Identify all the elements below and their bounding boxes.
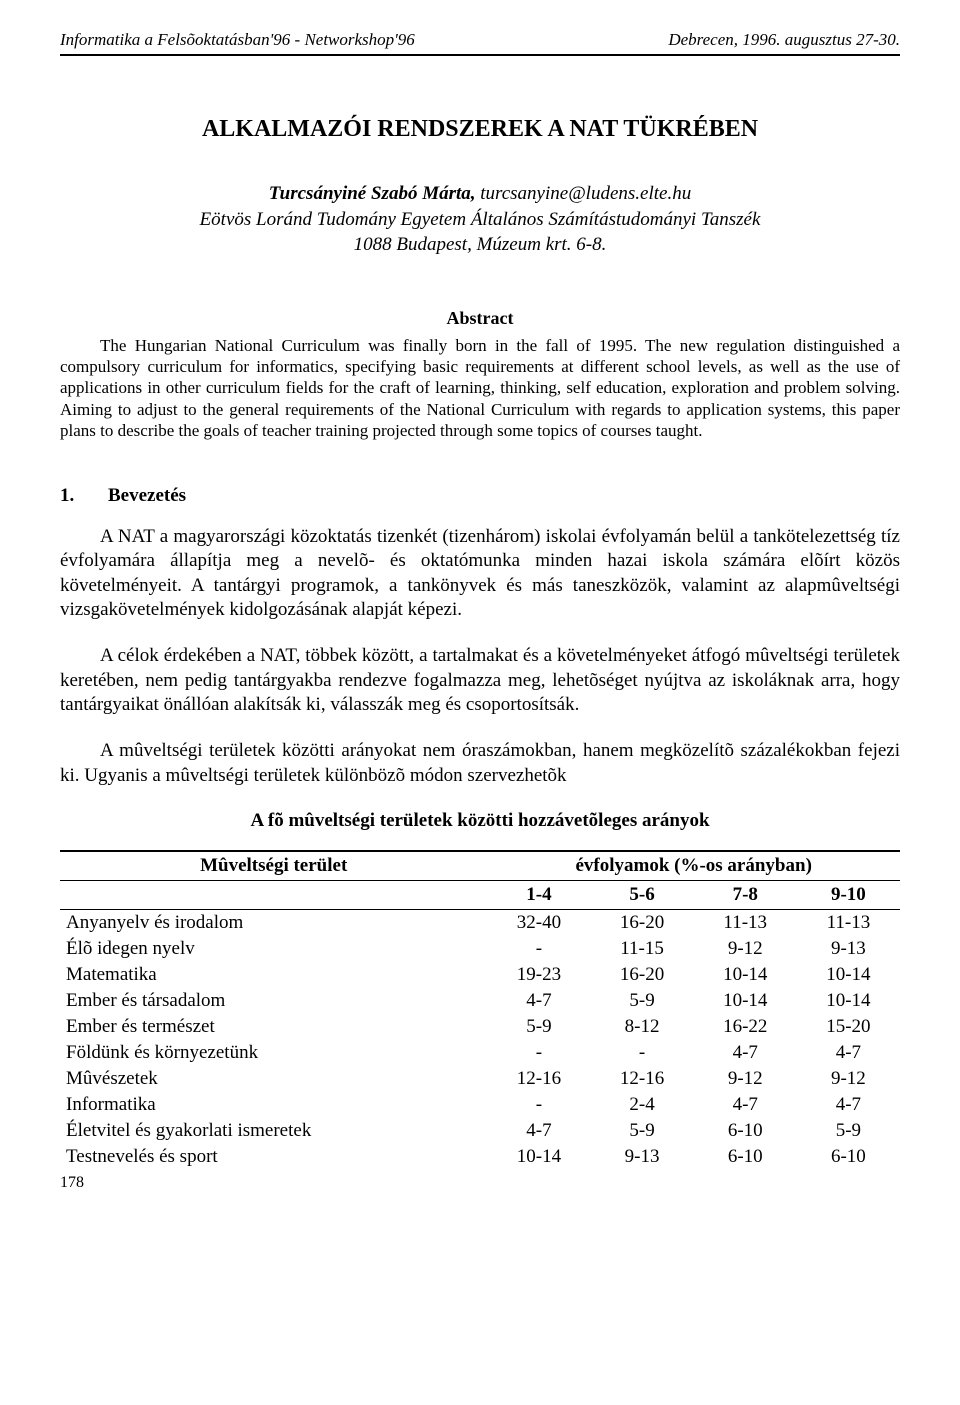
cell: 10-14 [797, 988, 900, 1014]
cell: 9-13 [591, 1144, 694, 1170]
abstract-heading: Abstract [60, 308, 900, 329]
paragraph-1: A NAT a magyarországi közoktatás tizenké… [60, 525, 900, 622]
cell: 4-7 [487, 1118, 590, 1144]
affiliation-line-1: Eötvös Loránd Tudomány Egyetem Általános… [60, 207, 900, 233]
author-name: Turcsányiné Szabó Márta, [269, 183, 476, 204]
author-block: Turcsányiné Szabó Márta, turcsanyine@lud… [60, 181, 900, 258]
cell: 10-14 [487, 1144, 590, 1170]
cell: 11-15 [591, 936, 694, 962]
row-name: Ember és társadalom [60, 988, 487, 1014]
cell: 11-13 [797, 909, 900, 936]
cell: 4-7 [694, 1092, 797, 1118]
cell: 12-16 [591, 1066, 694, 1092]
paragraph-3: A mûveltségi területek közötti arányokat… [60, 739, 900, 788]
document-title: ALKALMAZÓI RENDSZEREK A NAT TÜKRÉBEN [60, 116, 900, 143]
table-row: Ember és társadalom4-75-910-1410-14 [60, 988, 900, 1014]
table-row: Földünk és környezetünk--4-74-7 [60, 1040, 900, 1066]
row-name: Földünk és környezetünk [60, 1040, 487, 1066]
cell: 16-20 [591, 909, 694, 936]
affiliation-line-2: 1088 Budapest, Múzeum krt. 6-8. [60, 232, 900, 258]
cell: - [487, 1040, 590, 1066]
subcol-3: 7-8 [694, 880, 797, 909]
table-row: Matematika19-2316-2010-1410-14 [60, 962, 900, 988]
cell: 9-13 [797, 936, 900, 962]
cell: 8-12 [591, 1014, 694, 1040]
paragraph-2: A célok érdekében a NAT, többek között, … [60, 644, 900, 717]
cell: 10-14 [797, 962, 900, 988]
cell: 9-12 [694, 936, 797, 962]
cell: 2-4 [591, 1092, 694, 1118]
row-name: Élõ idegen nyelv [60, 936, 487, 962]
cell: 9-12 [694, 1066, 797, 1092]
abstract-body: The Hungarian National Curriculum was fi… [60, 335, 900, 441]
header-left: Informatika a Felsõoktatásban'96 - Netwo… [60, 30, 415, 50]
cell: - [591, 1040, 694, 1066]
cell: 6-10 [694, 1144, 797, 1170]
row-name: Testnevelés és sport [60, 1144, 487, 1170]
row-name: Anyanyelv és irodalom [60, 909, 487, 936]
proportions-table: Mûveltségi terület évfolyamok (%-os arán… [60, 850, 900, 1170]
cell: 16-22 [694, 1014, 797, 1040]
author-email: turcsanyine@ludens.elte.hu [480, 183, 691, 204]
cell: 9-12 [797, 1066, 900, 1092]
col-area-blank [60, 880, 487, 909]
table-row: Mûvészetek12-1612-169-129-12 [60, 1066, 900, 1092]
section-heading-1: 1.Bevezetés [60, 485, 900, 507]
cell: 11-13 [694, 909, 797, 936]
cell: - [487, 936, 590, 962]
row-name: Ember és természet [60, 1014, 487, 1040]
cell: 4-7 [797, 1092, 900, 1118]
section-title: Bevezetés [108, 485, 186, 506]
table-body: Anyanyelv és irodalom32-4016-2011-1311-1… [60, 909, 900, 1170]
table-row: Ember és természet5-98-1216-2215-20 [60, 1014, 900, 1040]
subcol-2: 5-6 [591, 880, 694, 909]
cell: 12-16 [487, 1066, 590, 1092]
cell: 5-9 [797, 1118, 900, 1144]
cell: 16-20 [591, 962, 694, 988]
author-line: Turcsányiné Szabó Márta, turcsanyine@lud… [60, 181, 900, 207]
cell: 6-10 [694, 1118, 797, 1144]
cell: 10-14 [694, 962, 797, 988]
page-number: 178 [60, 1174, 900, 1192]
cell: 5-9 [487, 1014, 590, 1040]
header-right: Debrecen, 1996. augusztus 27-30. [668, 30, 900, 50]
cell: 6-10 [797, 1144, 900, 1170]
row-name: Mûvészetek [60, 1066, 487, 1092]
cell: 4-7 [694, 1040, 797, 1066]
table-row: Informatika-2-44-74-7 [60, 1092, 900, 1118]
table-row: Életvitel és gyakorlati ismeretek4-75-96… [60, 1118, 900, 1144]
row-name: Életvitel és gyakorlati ismeretek [60, 1118, 487, 1144]
cell: 19-23 [487, 962, 590, 988]
cell: 15-20 [797, 1014, 900, 1040]
table-row: Testnevelés és sport10-149-136-106-10 [60, 1144, 900, 1170]
header-divider [60, 54, 900, 56]
cell: 32-40 [487, 909, 590, 936]
subcol-4: 9-10 [797, 880, 900, 909]
table-title: A fõ mûveltségi területek közötti hozzáv… [60, 810, 900, 832]
row-name: Informatika [60, 1092, 487, 1118]
table-row: Anyanyelv és irodalom32-4016-2011-1311-1… [60, 909, 900, 936]
col-group-header: évfolyamok (%-os arányban) [487, 851, 900, 881]
subcol-1: 1-4 [487, 880, 590, 909]
cell: 4-7 [797, 1040, 900, 1066]
row-name: Matematika [60, 962, 487, 988]
cell: 5-9 [591, 988, 694, 1014]
cell: 10-14 [694, 988, 797, 1014]
abstract-text: The Hungarian National Curriculum was fi… [60, 336, 900, 440]
col-area-header: Mûveltségi terület [60, 851, 487, 881]
table-row: Élõ idegen nyelv-11-159-129-13 [60, 936, 900, 962]
section-number: 1. [60, 485, 108, 507]
cell: - [487, 1092, 590, 1118]
cell: 4-7 [487, 988, 590, 1014]
page-header: Informatika a Felsõoktatásban'96 - Netwo… [60, 30, 900, 50]
cell: 5-9 [591, 1118, 694, 1144]
